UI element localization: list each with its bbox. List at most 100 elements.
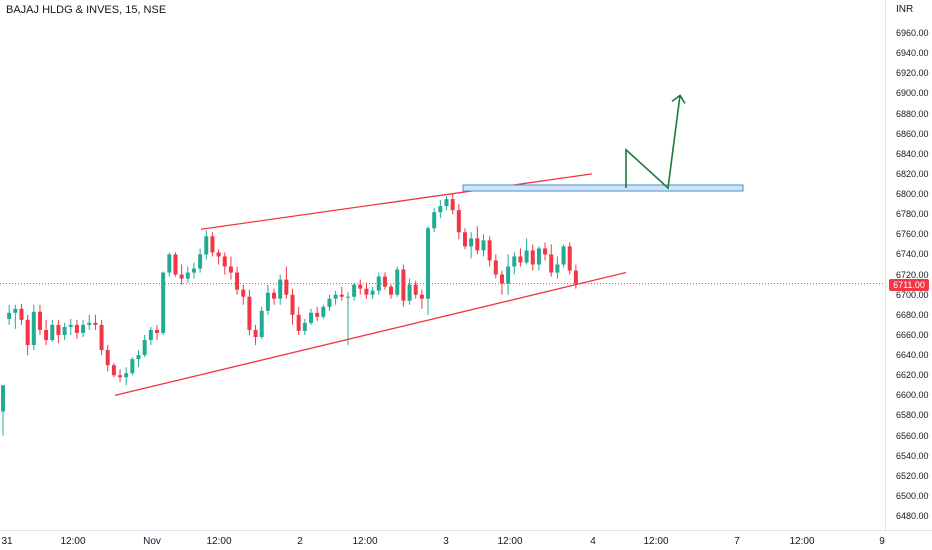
candle-down [463,232,467,247]
price-tick-label: 6700.00 [896,289,929,300]
candle-down [25,319,30,346]
candle-down [358,284,363,289]
candle-up [124,373,129,378]
candle-down [493,260,498,275]
price-tick-label: 6860.00 [896,128,929,139]
candle-down [284,279,289,295]
candle-down [99,324,104,351]
candle-up [302,322,307,331]
candle-up [265,292,270,311]
price-tick-label: 6900.00 [896,88,929,99]
candle-down [173,254,178,275]
candle-up [444,199,449,207]
candle-down [74,324,79,333]
candle-down [530,250,535,265]
candle-down [456,210,461,233]
candle-down [19,308,24,320]
price-tick-label: 6740.00 [896,249,929,260]
candle-down [216,252,221,257]
candle-up [167,254,172,273]
candle-down [419,294,424,299]
price-tick-label: 6840.00 [896,148,929,159]
candle-up [130,359,135,374]
candle-down [499,274,504,284]
time-tick-label: 3 [443,536,449,547]
candle-up [161,272,166,333]
time-tick-label: 12:00 [789,536,815,547]
time-tick-label: 4 [590,536,596,547]
resistance-zone [462,184,744,192]
time-tick-label: 12:00 [643,536,669,547]
candle-up [506,266,511,284]
candle-down [272,292,277,299]
candle-up [345,296,350,298]
price-tick-label: 6680.00 [896,309,929,320]
candle-down [235,272,240,290]
price-tick-label: 6760.00 [896,229,929,240]
candle-down [518,256,523,263]
price-tick-label: 6780.00 [896,209,929,220]
candle-down [155,329,159,333]
time-tick-label: 12:00 [352,536,378,547]
candle-down [241,289,246,297]
candle-up [438,206,443,213]
price-tick-label: 6660.00 [896,329,929,340]
candle-down [296,314,301,331]
price-tick-label: 6820.00 [896,168,929,179]
candle-up [426,228,431,299]
candle-up [185,272,190,279]
price-tick-label: 6720.00 [896,269,929,280]
candle-up [432,212,437,229]
candle-down [382,276,387,287]
candle-down [364,288,369,295]
candle-down [179,274,184,279]
candle-down [549,254,554,273]
price-tick-label: 6600.00 [896,390,929,401]
candle-up [204,236,209,255]
price-tick-label: 6560.00 [896,430,929,441]
candle-up [87,322,92,325]
candle-up [376,276,381,291]
candle-up [136,355,141,360]
candle-down [37,311,42,330]
candle-down [315,312,320,317]
candle-up [278,279,283,299]
candle-up [333,294,338,299]
chart-title: BAJAJ HLDG & INVES, 15, NSE [6,4,167,16]
candle-down [44,329,49,340]
candle-up [524,250,529,263]
price-tick-label: 6920.00 [896,68,929,79]
candle-down [487,240,492,261]
candle-down [413,284,418,295]
candle-up [1,385,5,412]
candle-up [561,246,566,265]
candle-up [13,308,18,313]
candle-down [567,246,572,271]
price-tick-label: 6880.00 [896,108,929,119]
candle-up [512,256,517,267]
candle-down [401,269,406,301]
price-tick-label: 6940.00 [896,48,929,59]
price-tick-label: 6540.00 [896,450,929,461]
price-tick-label: 6620.00 [896,370,929,381]
plot-area[interactable] [0,0,885,530]
candle-down [339,294,344,297]
candle-up [327,298,332,307]
time-tick-label: 12:00 [60,536,86,547]
candle-down [573,270,578,284]
candle-up [321,306,326,317]
price-tick-label: 6960.00 [896,28,929,38]
candle-down [475,238,480,251]
time-tick-label: Nov [143,536,161,547]
candle-down [543,248,548,255]
trendline [200,173,593,230]
candle-up [481,240,486,251]
candle-up [370,290,375,295]
candle-up [352,284,357,297]
candle-down [105,350,110,366]
candle-up [7,312,12,319]
candle-down [111,365,116,376]
candle-up [81,324,86,333]
price-tick-label: 6640.00 [896,350,929,361]
